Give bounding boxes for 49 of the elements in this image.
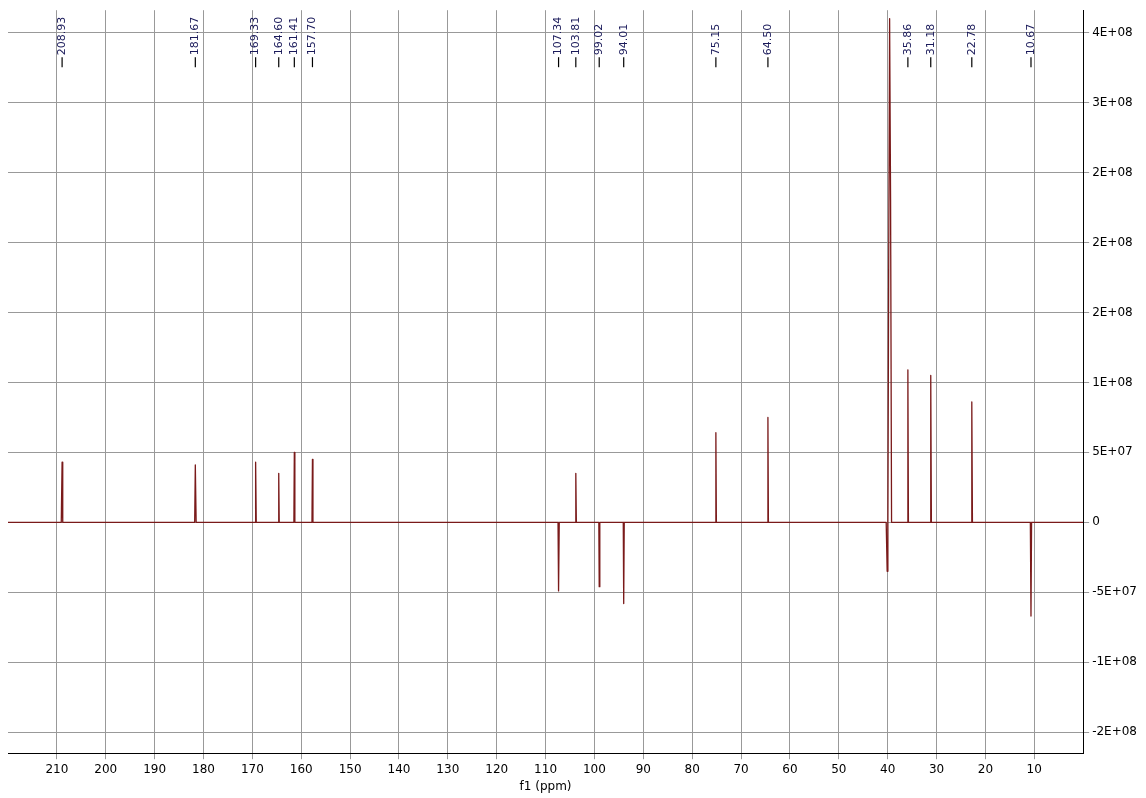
x-tick-label: 190 [143, 761, 167, 776]
x-tick-label: 60 [782, 761, 798, 776]
x-tick-label: 170 [240, 761, 264, 776]
x-tick-label: 120 [485, 761, 509, 776]
annotation: 75.15 [708, 23, 722, 56]
y-tick-label: 0 [1092, 514, 1100, 529]
annotation: 164.60 [271, 16, 285, 56]
x-tick-label: 40 [880, 761, 896, 776]
x-tick-label: 50 [831, 761, 847, 776]
annotation: 10.67 [1023, 23, 1037, 56]
y-tick-label: 2E+08 [1092, 234, 1133, 249]
y-tick-label: 1E+08 [1092, 374, 1133, 389]
annotation: 157.70 [305, 16, 319, 56]
annotation: 169.33 [248, 16, 262, 56]
annotation: 64.50 [760, 23, 774, 56]
x-tick-label: 140 [387, 761, 411, 776]
x-tick-label: 210 [45, 761, 69, 776]
x-tick-label: 160 [289, 761, 313, 776]
x-tick-label: 20 [977, 761, 994, 776]
x-tick-label: 30 [928, 761, 945, 776]
annotation: 181.67 [188, 16, 202, 56]
x-tick-label: 200 [94, 761, 118, 776]
y-tick-label: 2E+08 [1092, 164, 1133, 179]
annotation: 31.18 [923, 23, 937, 56]
y-tick-label: -2E+08 [1092, 724, 1137, 739]
annotation: 22.78 [964, 23, 978, 56]
y-tick-label: -5E+07 [1092, 584, 1137, 599]
y-tick-label: 3E+08 [1092, 94, 1133, 109]
x-tick-label: 180 [192, 761, 215, 776]
annotation: 103.81 [568, 16, 582, 56]
y-tick-label: 5E+07 [1092, 444, 1133, 459]
annotation: 35.86 [900, 23, 914, 56]
x-tick-label: 70 [733, 761, 749, 776]
y-tick-label: -1E+08 [1092, 654, 1137, 669]
x-tick-label: 80 [684, 761, 700, 776]
y-tick-label: 4E+08 [1092, 24, 1133, 39]
annotation: 94.01 [616, 23, 630, 56]
x-tick-label: 100 [582, 761, 606, 776]
annotation: 161.41 [287, 16, 301, 56]
x-tick-label: 90 [635, 761, 651, 776]
x-tick-label: 150 [338, 761, 362, 776]
x-tick-label: 110 [534, 761, 558, 776]
x-tick-label: 10 [1026, 761, 1042, 776]
x-tick-label: 130 [436, 761, 460, 776]
annotation: 208.93 [54, 16, 68, 56]
annotation: 107.34 [551, 16, 565, 56]
annotation: 99.02 [592, 23, 606, 56]
x-axis-title: f1 (ppm) [519, 778, 572, 793]
y-tick-label: 2E+08 [1092, 304, 1133, 319]
